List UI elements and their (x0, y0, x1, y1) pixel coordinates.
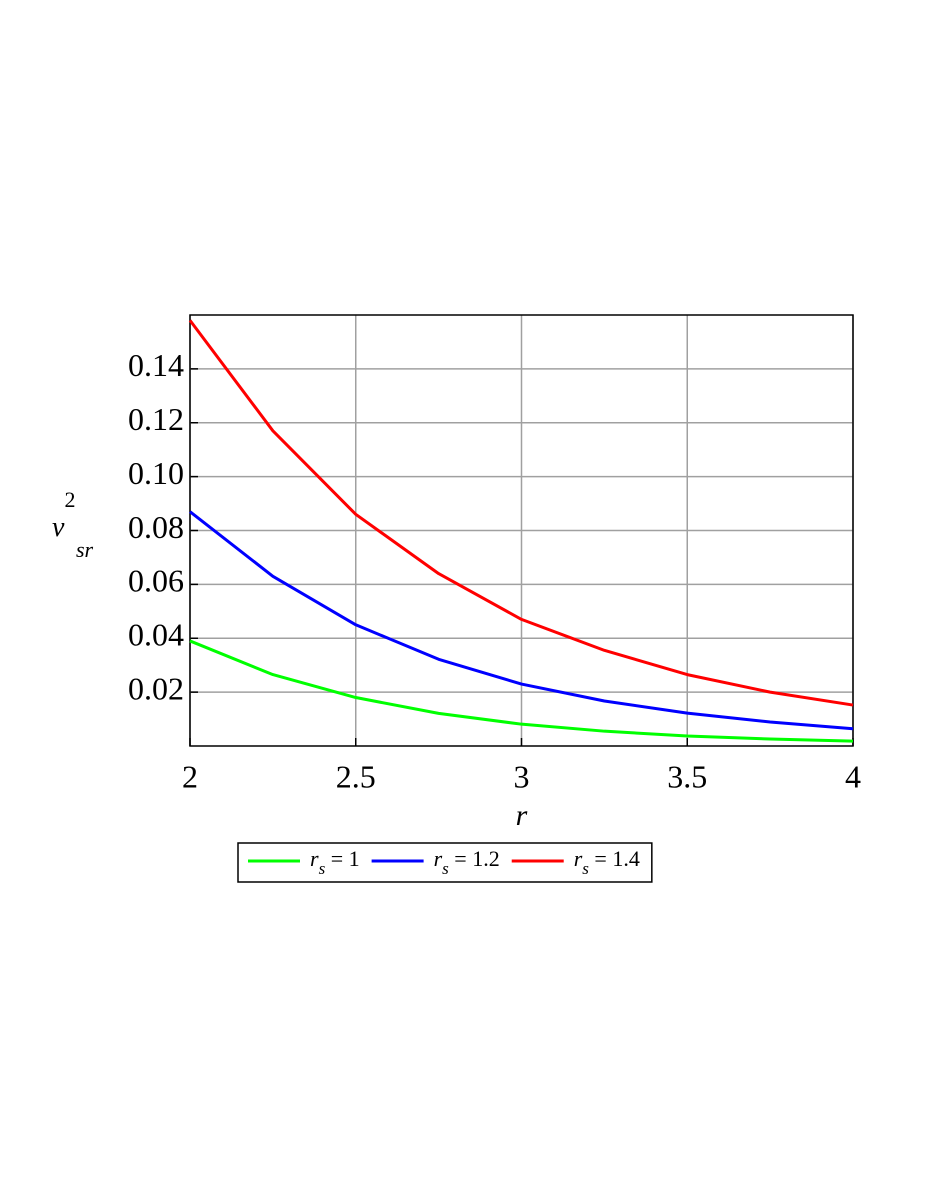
legend-label-base: r (434, 846, 443, 871)
x-axis-label: r (516, 799, 528, 832)
plot-frame (189, 314, 854, 747)
legend-label-sub: s (319, 859, 326, 878)
legend-label: rs = 1 (310, 846, 360, 878)
y-tick-label: 0.14 (128, 347, 184, 383)
legend-label-rest: = 1.2 (449, 846, 500, 871)
legend-label-sub: s (442, 859, 449, 878)
y-tick-label: 0.02 (128, 670, 184, 706)
legend-label-base: r (310, 846, 319, 871)
y-tick-label: 0.06 (128, 563, 184, 599)
legend-label-sub: s (582, 859, 589, 878)
y-tick-label: 0.08 (128, 509, 184, 545)
x-tick-label: 2.5 (336, 758, 376, 794)
legend-label: rs = 1.4 (574, 846, 640, 878)
x-tick-label: 4 (845, 758, 861, 794)
x-tick-label: 2 (182, 758, 198, 794)
legend-label: rs = 1.2 (434, 846, 500, 878)
y-axis-label-base: v (52, 512, 65, 543)
legend-box (237, 842, 653, 883)
y-axis-label: v2sr (52, 487, 94, 562)
legend-label-rest: = 1.4 (589, 846, 640, 871)
y-axis-label-sub: sr (76, 537, 94, 562)
line (189, 639, 854, 743)
x-tick-label: 3 (514, 758, 530, 794)
line (189, 510, 854, 731)
legend-label-base: r (574, 846, 583, 871)
legend-label-rest: = 1 (325, 846, 359, 871)
x-tick-label: 3.5 (667, 758, 707, 794)
y-tick-label: 0.10 (128, 455, 184, 491)
y-tick-label: 0.12 (128, 401, 184, 437)
y-axis-label-sup: 2 (64, 487, 75, 512)
y-tick-label: 0.04 (128, 617, 184, 653)
line (188, 319, 854, 707)
